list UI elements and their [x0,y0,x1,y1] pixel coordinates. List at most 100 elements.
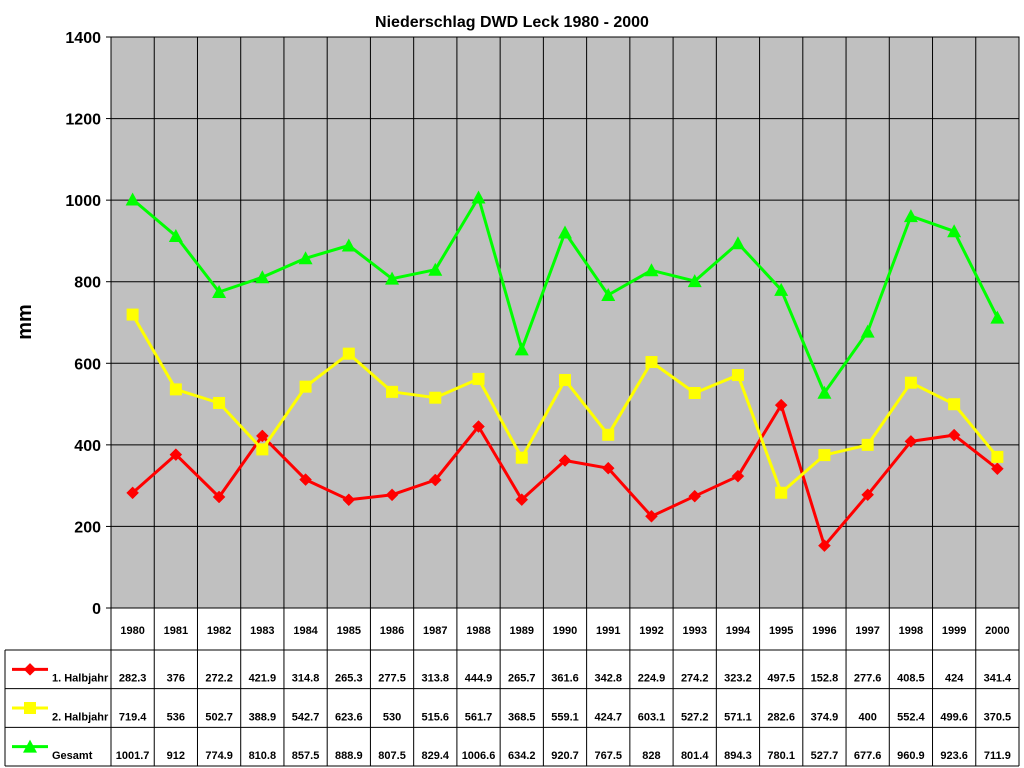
data-label: 374.9 [811,711,839,723]
data-point [990,310,1005,324]
data-label: 552.4 [897,711,925,723]
data-point [991,462,1004,476]
data-point [169,448,183,461]
x-tick-label: 1997 [855,625,879,637]
data-point [731,469,745,483]
x-tick-label: 2000 [985,625,1009,637]
data-label: 376 [167,673,185,685]
data-point [169,383,182,396]
data-point [601,461,615,475]
data-label: 313.8 [422,673,450,685]
data-label: 719.4 [119,711,147,723]
data-point [168,229,183,243]
data-point [385,271,400,285]
y-tick-label: 600 [74,356,101,373]
data-point [23,662,37,676]
data-label: 677.6 [854,750,882,762]
data-point [342,347,355,360]
data-label: 370.5 [984,711,1012,723]
data-point [775,486,788,499]
data-point [385,488,399,502]
data-label: 623.6 [335,711,363,723]
data-label: 272.2 [205,673,233,685]
data-point [386,385,399,398]
data-point [515,451,528,464]
data-label: 342.8 [594,673,622,685]
data-point [991,450,1004,463]
data-point [558,454,572,467]
x-tick-label: 1998 [899,625,923,637]
data-point [255,429,269,443]
data-point [24,702,36,714]
data-point [947,428,961,442]
plot-background [110,36,1020,609]
data-label: 920.7 [551,750,579,762]
y-tick-label: 200 [74,519,101,536]
data-point [774,398,788,412]
data-label: 559.1 [551,711,579,723]
x-tick-label: 1992 [639,625,663,637]
y-tick-label: 400 [74,438,101,455]
x-tick-label: 1981 [164,625,188,637]
data-point [125,192,140,206]
data-label: 152.8 [811,673,839,685]
data-point [602,428,615,441]
data-label: 277.5 [378,673,406,685]
data-label: 888.9 [335,750,363,762]
data-point [645,509,658,523]
x-tick-label: 1990 [553,625,577,637]
data-point [861,488,875,502]
data-point [428,262,443,276]
y-tick-label: 800 [74,275,101,292]
data-point [688,489,702,503]
data-label: 282.3 [119,673,147,685]
data-label: 571.1 [724,711,752,723]
x-tick-label: 1989 [510,625,534,637]
data-point [903,209,918,223]
data-label: 527.2 [681,711,709,723]
data-label: 711.9 [984,750,1011,762]
data-point [730,236,745,250]
data-point [515,493,529,506]
data-label: 923.6 [940,750,968,762]
data-point [904,376,917,389]
data-label: 912 [167,750,185,762]
data-point [601,287,616,301]
x-tick-label: 1987 [423,625,447,637]
data-point [559,373,571,386]
data-label: 894.3 [724,750,752,762]
data-label: 424.7 [594,711,622,723]
data-label: 774.9 [205,750,233,762]
data-point [731,369,744,382]
data-label: 801.4 [681,750,709,762]
data-point [255,270,270,284]
data-label: 265.3 [335,673,363,685]
data-point [299,473,312,486]
legend-label: Gesamt [52,750,93,762]
data-point [818,449,831,462]
x-tick-label: 1986 [380,625,404,637]
data-point [687,274,702,288]
data-label: 323.2 [724,673,752,685]
data-point [126,308,139,321]
data-point [23,739,37,753]
data-point [341,238,356,252]
data-label: 527.7 [811,750,839,762]
x-tick-label: 1982 [207,625,231,637]
data-label: 274.2 [681,673,709,685]
data-label: 314.8 [292,673,320,685]
data-label: 497.5 [767,673,795,685]
y-tick-label: 1000 [65,193,101,210]
data-label: 444.9 [465,673,493,685]
y-axis-label: mm [14,304,36,340]
data-point [861,438,874,451]
data-label: 807.5 [378,750,406,762]
data-table: 1980 1981 1982 1983 1984 1985 1986 1987 1988 1989… [4,607,1020,767]
data-label: 767.5 [594,750,622,762]
data-point [514,342,529,356]
data-label: 829.4 [422,750,450,762]
y-tick-label: 1200 [65,112,101,129]
data-label: 828 [642,750,660,762]
data-point [126,486,139,500]
